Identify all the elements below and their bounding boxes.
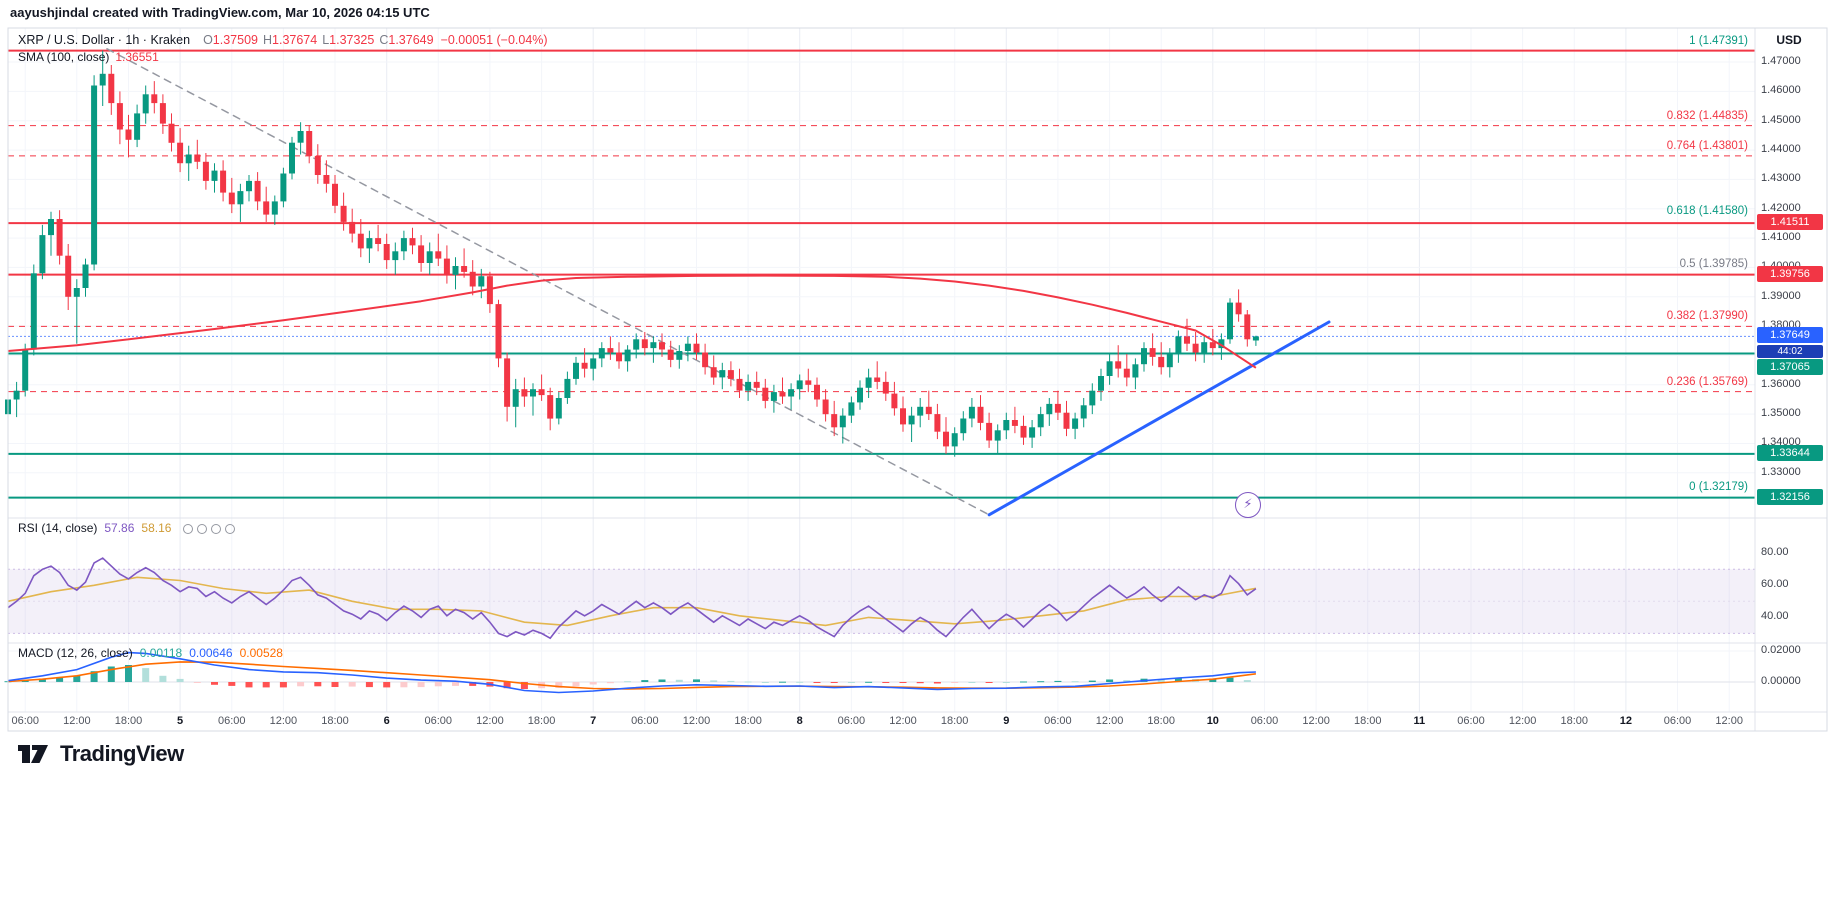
sma-value: 1.36551: [115, 50, 159, 64]
low-label: L: [322, 33, 330, 47]
indicator-action-icons[interactable]: [179, 521, 236, 535]
tradingview-logo-text[interactable]: TradingView: [60, 741, 184, 766]
close-value: 1.37649: [388, 33, 434, 47]
open-value: 1.37509: [212, 33, 258, 47]
tradingview-logo-icon[interactable]: [16, 738, 52, 770]
rsi-ma-value: 58.16: [141, 521, 172, 535]
indicator-control-icon[interactable]: [197, 523, 208, 534]
symbol-header: XRP / U.S. Dollar · 1h · Kraken O1.37509 H…: [18, 33, 548, 47]
sma-legend: SMA (100, close) 1.36551: [18, 50, 159, 64]
change-value: −0.00051 (−0.04%): [440, 33, 548, 47]
symbol-title[interactable]: XRP / U.S. Dollar · 1h · Kraken: [18, 33, 191, 47]
close-label: C: [379, 33, 389, 47]
indicator-control-icon[interactable]: [211, 523, 222, 534]
trendline[interactable]: [987, 320, 1331, 517]
macd-line-value: 0.00646: [189, 646, 233, 660]
candlestick-series[interactable]: [5, 50, 1259, 457]
footer: TradingView: [16, 738, 184, 770]
rsi-title: RSI (14, close): [18, 521, 98, 535]
trendline[interactable]: [106, 48, 990, 516]
attribution-text: aayushjindal created with TradingView.co…: [10, 5, 430, 20]
sma-label: SMA (100, close): [18, 50, 110, 64]
currency-label: USD: [1776, 33, 1802, 47]
indicator-control-icon[interactable]: [225, 523, 236, 534]
low-value: 1.37325: [329, 33, 375, 47]
macd-signal-line: [7, 661, 1257, 690]
open-label: O: [203, 33, 213, 47]
macd-legend: MACD (12, 26, close) 0.00118 0.00646 0.0052…: [18, 646, 283, 660]
macd-title: MACD (12, 26, close): [18, 646, 133, 660]
high-value: 1.37674: [272, 33, 318, 47]
sma-line: [7, 274, 1257, 369]
macd-hist-value: 0.00118: [139, 646, 183, 660]
rsi-legend: RSI (14, close) 57.86 58.16: [18, 521, 236, 535]
rsi-line: [7, 557, 1257, 640]
indicator-control-icon[interactable]: [183, 523, 194, 534]
rsi-ma-line: [7, 576, 1257, 627]
time-axis[interactable]: [8, 712, 1755, 731]
high-label: H: [262, 33, 273, 47]
macd-line: [7, 651, 1256, 694]
price-axis[interactable]: [1755, 28, 1827, 731]
flash-icon[interactable]: ⚡: [1235, 492, 1261, 518]
rsi-value: 57.86: [104, 521, 135, 535]
macd-signal-value: 0.00528: [239, 646, 283, 660]
